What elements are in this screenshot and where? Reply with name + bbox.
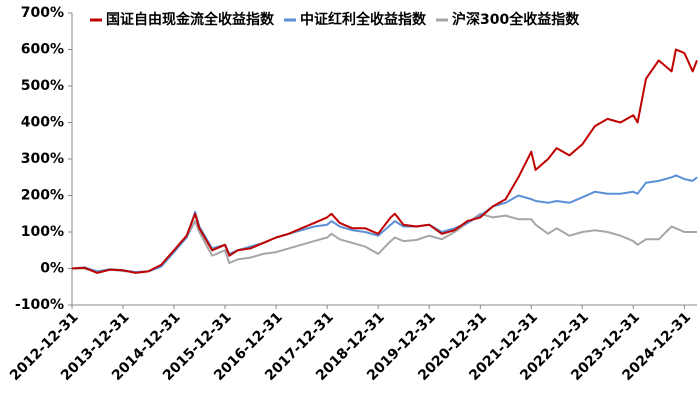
y-tick-label: 300%: [21, 151, 64, 167]
y-tick-label: 600%: [21, 42, 64, 58]
legend-label: 沪深300全收益指数: [452, 11, 580, 28]
y-tick-label: 500%: [21, 78, 64, 94]
y-tick-label: 100%: [21, 224, 64, 240]
series-line: [71, 174, 698, 274]
series-line: [71, 48, 698, 274]
y-tick-label: -100%: [15, 297, 64, 313]
y-tick-label: 400%: [21, 115, 64, 131]
y-tick-label: 200%: [21, 188, 64, 204]
series-line: [72, 212, 697, 274]
y-tick-label: 0%: [40, 261, 64, 277]
legend-label: 国证自由现金流全收益指数: [106, 11, 275, 28]
y-tick-label: 700%: [21, 5, 64, 21]
legend-label: 中证红利全收益指数: [300, 11, 427, 28]
